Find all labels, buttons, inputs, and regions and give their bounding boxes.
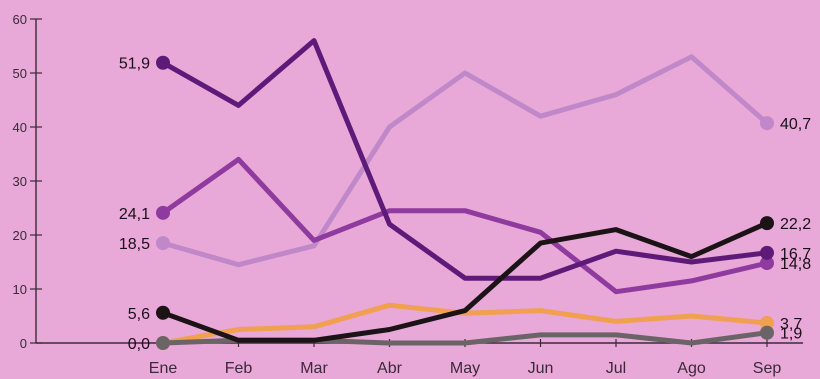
x-tick-label: Mar — [300, 360, 328, 377]
series-end-point — [760, 325, 774, 340]
x-tick-label: Jul — [606, 360, 626, 377]
series-start-label: 24,1 — [119, 206, 150, 223]
series-start-point — [156, 236, 170, 251]
series-end-label: 16,7 — [780, 246, 811, 263]
series-line — [160, 302, 770, 346]
x-tick-label: May — [450, 360, 480, 377]
series-line — [160, 220, 770, 343]
series-end-point — [760, 116, 774, 131]
x-tick-label: Ene — [149, 360, 178, 377]
series-end-label: 22,2 — [780, 216, 811, 233]
y-tick-label: 40 — [13, 120, 27, 135]
series-end-point — [760, 245, 774, 260]
series-layer — [156, 38, 774, 350]
y-tick-label: 60 — [13, 12, 27, 27]
labels-layer: 51,9 16,7 18,5 40,7 24,1 14,8 5,6 22,2 0,0 3,71,9 — [119, 56, 811, 353]
series-end-label: 14,8 — [780, 256, 811, 273]
series-end-point — [760, 256, 774, 271]
x-tick-label: Feb — [225, 360, 253, 377]
x-tick-label: Sep — [753, 360, 782, 377]
series-end-label: 40,7 — [780, 116, 811, 133]
y-tick-label: 30 — [13, 174, 27, 189]
series-line — [160, 156, 770, 295]
series-start-label: 18,5 — [119, 236, 150, 253]
series-start-point — [156, 336, 170, 350]
y-tick-label: 20 — [13, 228, 27, 243]
axes: 0 10 20 30 40 50 60 Ene Feb Mar Abr May Jun Jul Ago Sep — [13, 12, 803, 377]
series-line — [160, 54, 770, 268]
x-tick-label: Abr — [377, 360, 403, 377]
x-tick-label: Ago — [677, 360, 706, 377]
x-tick-label: Jun — [528, 360, 554, 377]
series-end-label: 3,7 — [780, 316, 802, 333]
y-tick-label: 0 — [20, 336, 27, 351]
series-start-label: 5,6 — [128, 306, 150, 323]
y-tick-label: 50 — [13, 66, 27, 81]
series-start-label: 51,9 — [119, 56, 150, 73]
series-end-point — [760, 216, 774, 231]
series-start-point — [156, 305, 170, 320]
series-end-point — [760, 316, 774, 331]
series-start-point — [156, 205, 170, 220]
series-start-point — [156, 55, 170, 70]
series-line — [160, 38, 770, 281]
y-tick-label: 10 — [13, 282, 27, 297]
series-end-label: 1,9 — [780, 326, 802, 343]
series-start-label: 0,0 — [128, 336, 150, 353]
